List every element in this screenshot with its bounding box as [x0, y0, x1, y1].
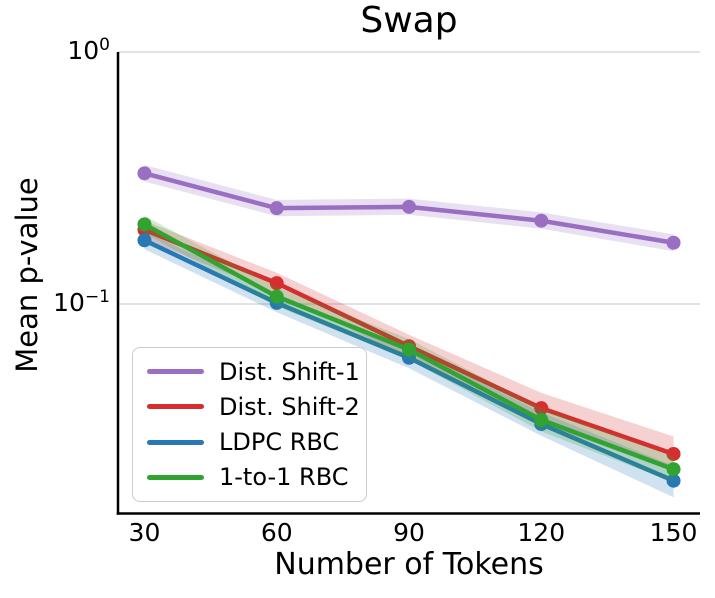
legend-item: Dist. Shift-2: [141, 392, 360, 421]
data-point-1-to-1 RBC: [137, 217, 152, 232]
x-tick-label: 120: [517, 518, 566, 547]
legend-label: Dist. Shift-1: [219, 357, 360, 386]
data-point-LDPC RBC: [137, 233, 152, 248]
data-point-Dist. Shift-1: [402, 199, 416, 214]
y-tick-mantissa: 10: [67, 36, 100, 65]
y-axis-label: Mean p-value: [10, 177, 44, 373]
y-tick-exponent: −1: [84, 287, 110, 307]
data-point-Dist. Shift-1: [534, 213, 549, 228]
legend: Dist. Shift-1 Dist. Shift-2 LDPC RBC 1-t…: [132, 347, 367, 502]
data-point-1-to-1 RBC: [666, 462, 681, 477]
y-tick-label: 10−1: [16, 288, 110, 318]
y-tick-exponent: 0: [99, 35, 110, 55]
x-tick-label: 30: [128, 518, 161, 547]
data-point-1-to-1 RBC: [269, 289, 284, 304]
data-point-LDPC RBC: [666, 473, 681, 488]
x-tick-label: 60: [260, 518, 293, 547]
legend-line-swatch: [147, 439, 204, 445]
legend-line-swatch: [147, 474, 204, 480]
legend-line-swatch: [147, 404, 204, 410]
legend-item: 1-to-1 RBC: [141, 463, 358, 491]
data-point-1-to-1 RBC: [402, 342, 416, 357]
data-point-1-to-1 RBC: [534, 412, 549, 427]
data-point-Dist. Shift-1: [666, 235, 681, 250]
chart-title: Swap: [360, 0, 458, 41]
legend-label: 1-to-1 RBC: [219, 463, 349, 492]
data-point-Dist. Shift-2: [666, 446, 681, 461]
x-tick-label: 90: [393, 518, 425, 547]
y-tick-label: 100: [16, 36, 110, 66]
x-axis-label: Number of Tokens: [274, 547, 544, 582]
legend-label: Dist. Shift-2: [219, 392, 360, 421]
x-tick-label: 150: [649, 518, 698, 547]
legend-item: Dist. Shift-1: [141, 357, 360, 386]
data-point-Dist. Shift-1: [137, 166, 152, 181]
legend-line-swatch: [147, 369, 204, 375]
data-point-Dist. Shift-2: [269, 276, 284, 291]
data-point-Dist. Shift-2: [534, 401, 549, 416]
legend-label: LDPC RBC: [219, 428, 340, 457]
legend-item: LDPC RBC: [141, 428, 358, 456]
data-point-Dist. Shift-1: [269, 201, 284, 216]
y-tick-mantissa: 10: [53, 288, 85, 317]
